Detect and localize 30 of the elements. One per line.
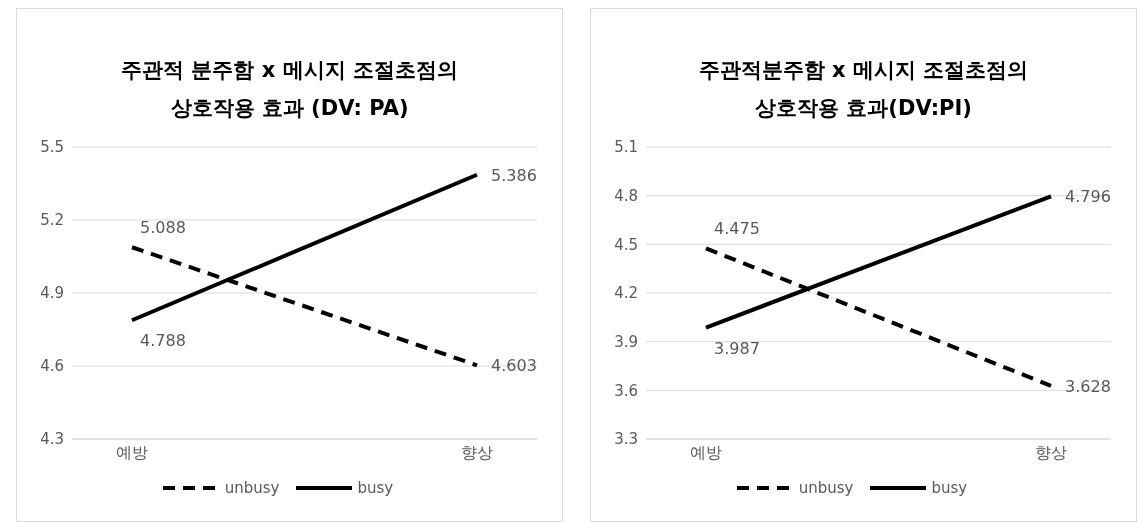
x-tick-label: 향상 — [461, 443, 493, 463]
y-tick-label: 5.5 — [40, 138, 64, 157]
data-label: 5.386 — [491, 165, 537, 185]
data-label: 4.475 — [714, 219, 760, 239]
chart-title: 주관적분주함 x 메시지 조절초점의 상호작용 효과(DV:PI) — [697, 57, 1030, 122]
legend-label: unbusy — [797, 479, 854, 497]
y-tick-label: 4.5 — [614, 235, 638, 254]
legend-label: busy — [930, 479, 968, 497]
y-tick-label: 4.9 — [40, 284, 64, 303]
y-tick-label: 3.3 — [614, 430, 638, 449]
legend-label: unbusy — [223, 479, 280, 497]
x-tick-label: 예방 — [116, 443, 148, 463]
y-tick-label: 3.6 — [614, 381, 638, 400]
data-label: 3.628 — [1065, 376, 1111, 396]
chart-title: 주관적 분주함 x 메시지 조절초점의 상호작용 효과 (DV: PA) — [120, 57, 459, 122]
y-tick-label: 5.1 — [614, 138, 638, 157]
y-tick-label: 4.8 — [614, 186, 638, 205]
data-label: 4.788 — [140, 331, 186, 351]
data-label: 4.603 — [491, 356, 537, 376]
y-tick-label: 4.3 — [40, 430, 64, 449]
y-tick-label: 4.2 — [614, 284, 638, 303]
legend-label: busy — [356, 479, 394, 497]
x-tick-label: 향상 — [1035, 443, 1067, 463]
y-tick-label: 5.2 — [40, 211, 64, 230]
y-tick-label: 4.6 — [40, 357, 64, 376]
data-label: 5.088 — [140, 218, 186, 238]
data-label: 4.796 — [1065, 187, 1111, 207]
x-tick-label: 예방 — [690, 443, 722, 463]
y-tick-label: 3.9 — [614, 332, 638, 351]
data-label: 3.987 — [714, 338, 760, 358]
